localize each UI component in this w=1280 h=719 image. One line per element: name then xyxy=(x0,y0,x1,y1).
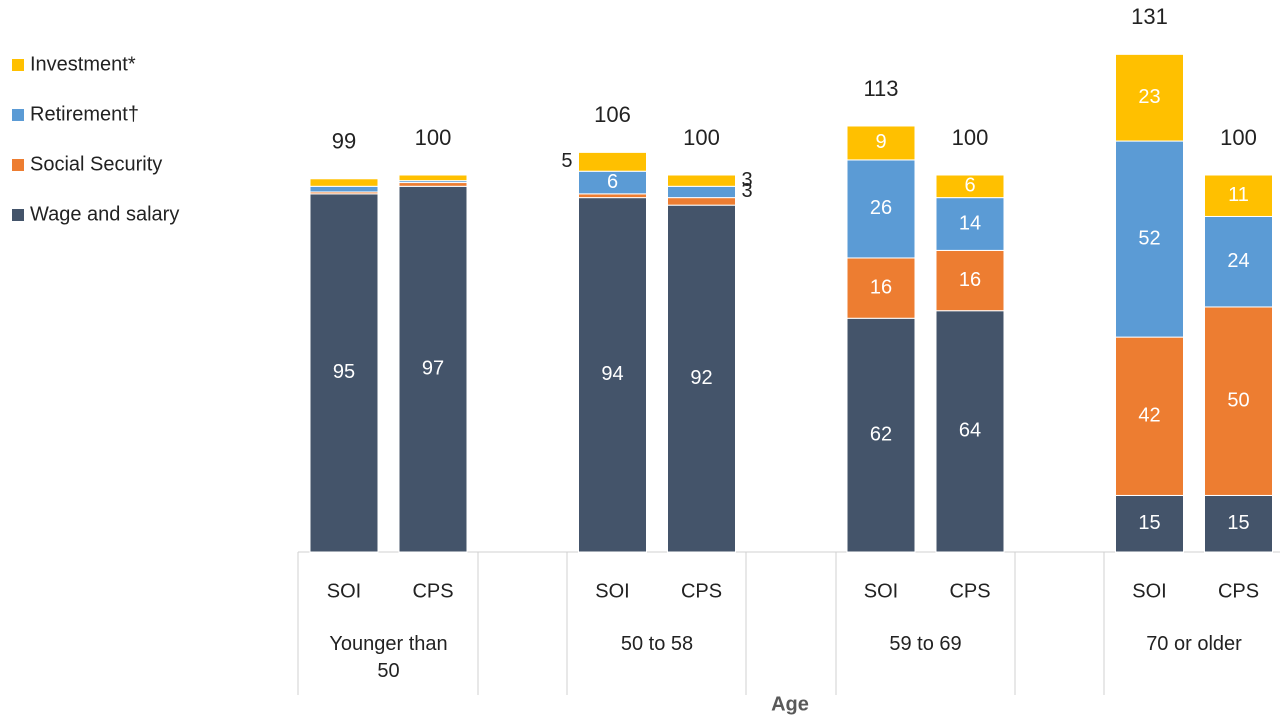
total-label: 106 xyxy=(594,102,631,127)
bar-segment xyxy=(846,125,916,161)
group-label: 59 to 69 xyxy=(889,633,962,655)
total-label: 100 xyxy=(683,125,720,150)
bar-segment xyxy=(1115,53,1184,142)
legend-label: Investment* xyxy=(30,53,136,75)
group-label: 70 or older xyxy=(1146,633,1242,655)
bar-segment xyxy=(1204,306,1273,496)
legend-swatch xyxy=(12,159,24,171)
bar-segment xyxy=(398,182,468,187)
bar-segment xyxy=(398,174,468,182)
data-label: 6 xyxy=(607,171,618,193)
bar-segment xyxy=(846,257,916,319)
x-tick-label: SOI xyxy=(1132,580,1166,602)
data-label: 6 xyxy=(964,175,975,197)
x-tick-label: CPS xyxy=(1218,580,1259,602)
bar-segment xyxy=(667,174,736,187)
bar-segment xyxy=(309,193,379,553)
bar-segment xyxy=(578,197,647,553)
legend-swatch xyxy=(12,109,24,121)
data-label: 9 xyxy=(875,131,886,153)
data-label: 15 xyxy=(1227,512,1249,534)
total-label: 113 xyxy=(863,76,898,101)
data-label: 23 xyxy=(1138,86,1160,108)
data-label: 24 xyxy=(1227,250,1249,272)
x-tick-label: CPS xyxy=(412,580,453,602)
bar-segment xyxy=(935,249,1005,312)
data-label: 3 xyxy=(742,169,753,191)
data-label: 16 xyxy=(959,269,981,291)
bar-segment xyxy=(1204,215,1273,308)
bar-segment xyxy=(667,197,736,206)
data-label: 15 xyxy=(1138,512,1160,534)
x-tick-label: CPS xyxy=(681,580,722,602)
legend-label: Social Security xyxy=(30,153,162,175)
data-label: 5 xyxy=(561,150,572,172)
data-label: 11 xyxy=(1228,184,1249,206)
bar-segment xyxy=(935,310,1005,553)
bar-segment xyxy=(846,159,916,259)
x-tick-label: SOI xyxy=(327,580,361,602)
x-axis-title: Age xyxy=(771,693,809,715)
data-label: 92 xyxy=(690,367,712,389)
data-label: 16 xyxy=(870,276,892,298)
bar-segment xyxy=(578,193,647,199)
total-label: 100 xyxy=(415,125,452,150)
bar-segment xyxy=(1204,174,1273,217)
bar-segment xyxy=(578,151,647,172)
bar-segment xyxy=(1115,140,1184,338)
group-label: 50 to 58 xyxy=(620,633,694,655)
bar-segment xyxy=(935,197,1005,251)
total-label: 100 xyxy=(952,125,989,150)
data-label: 97 xyxy=(422,357,444,379)
x-tick-label: SOI xyxy=(595,580,629,602)
legend-label: Retirement† xyxy=(30,103,139,125)
bar-segment xyxy=(667,185,736,199)
bar-segment xyxy=(935,174,1005,199)
bar-segment xyxy=(309,185,379,193)
legend-swatch xyxy=(12,59,24,71)
bar-segment xyxy=(667,204,736,553)
total-label: 131 xyxy=(1131,4,1168,29)
data-label: 42 xyxy=(1138,405,1160,427)
data-label: 94 xyxy=(601,363,623,385)
bar-segment xyxy=(398,185,468,553)
x-tick-label: SOI xyxy=(864,580,898,602)
bar-segment xyxy=(1204,494,1273,553)
data-label: 3 xyxy=(742,180,753,202)
data-label: 95 xyxy=(333,361,355,383)
group-label: Younger than 50 xyxy=(329,633,448,682)
legend-swatch xyxy=(12,209,24,221)
data-label: 26 xyxy=(870,197,892,219)
data-label: 50 xyxy=(1227,389,1249,411)
bar-segment xyxy=(1115,336,1184,496)
data-label: 14 xyxy=(959,212,981,234)
x-tick-label: CPS xyxy=(949,580,990,602)
data-label: 52 xyxy=(1138,227,1160,249)
bar-segment xyxy=(1115,494,1184,553)
bar-segment xyxy=(309,178,379,187)
data-label: 64 xyxy=(959,420,981,442)
bar-segment xyxy=(846,317,916,553)
legend-label: Wage and salary xyxy=(30,203,179,225)
total-label: 100 xyxy=(1220,125,1257,150)
data-label: 62 xyxy=(870,423,892,445)
total-label: 99 xyxy=(332,129,356,154)
